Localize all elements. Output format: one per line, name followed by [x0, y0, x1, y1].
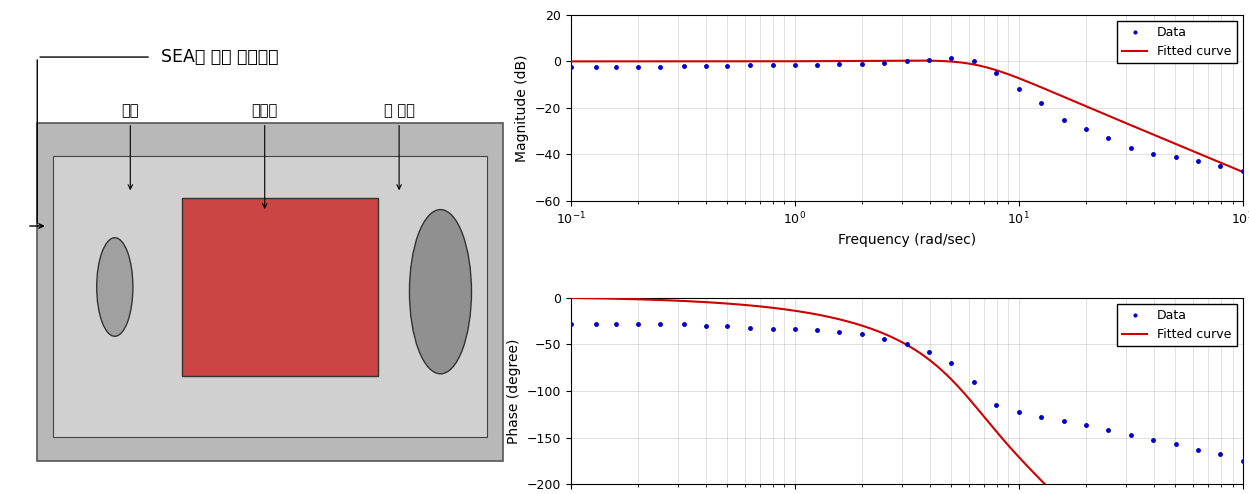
Data — [677, 63, 692, 69]
Text: 스프링: 스프링 — [251, 103, 277, 118]
Data — [1078, 126, 1093, 132]
Data — [967, 58, 982, 64]
Data — [563, 64, 578, 70]
Data — [1235, 458, 1249, 464]
Data — [832, 329, 847, 335]
Bar — [37, 123, 502, 460]
Data — [563, 321, 578, 327]
Data — [677, 321, 692, 327]
Bar — [52, 156, 487, 437]
Data — [899, 341, 914, 347]
Data — [1012, 410, 1027, 415]
Bar — [182, 198, 378, 376]
Data — [719, 63, 734, 69]
Line: Fitted curve: Fitted curve — [571, 298, 1243, 494]
Ellipse shape — [96, 238, 132, 336]
Data — [1145, 152, 1160, 158]
Data — [1012, 86, 1027, 92]
Data — [631, 64, 646, 70]
Fitted curve — [891, 337, 906, 343]
Fitted curve — [1235, 169, 1249, 175]
Data — [989, 70, 1004, 76]
Data — [1190, 447, 1205, 453]
Data — [989, 402, 1004, 408]
Data — [832, 61, 847, 67]
Data — [1034, 100, 1049, 106]
Data — [742, 325, 757, 330]
Data — [698, 323, 713, 329]
Data — [742, 62, 757, 68]
Data — [766, 326, 781, 331]
Fitted curve — [1215, 161, 1230, 167]
Fitted curve — [563, 295, 578, 301]
Fitted curve — [872, 58, 887, 64]
Line: Fitted curve: Fitted curve — [571, 61, 1243, 172]
Data — [922, 349, 937, 355]
Fitted curve — [1217, 161, 1232, 167]
Y-axis label: Phase (degree): Phase (degree) — [507, 338, 521, 444]
Fitted curve — [872, 329, 887, 335]
Data — [1057, 117, 1072, 123]
Line: Data: Data — [567, 54, 1247, 174]
Legend: Data, Fitted curve: Data, Fitted curve — [1117, 304, 1237, 346]
Data — [944, 55, 959, 61]
Line: Data: Data — [567, 321, 1247, 464]
Data — [1057, 418, 1072, 424]
Data — [1168, 154, 1183, 160]
Data — [1100, 135, 1115, 141]
Data — [944, 360, 959, 366]
X-axis label: Frequency (rad/sec): Frequency (rad/sec) — [838, 233, 975, 247]
Data — [610, 321, 624, 327]
Data — [809, 62, 824, 68]
Data — [1123, 145, 1138, 151]
Data — [809, 328, 824, 333]
Legend: Data, Fitted curve: Data, Fitted curve — [1117, 21, 1237, 63]
Data — [698, 63, 713, 69]
Data — [719, 323, 734, 329]
Data — [588, 321, 603, 327]
Data — [1168, 441, 1183, 447]
Text: 모터: 모터 — [121, 103, 139, 118]
Y-axis label: Magnitude (dB): Magnitude (dB) — [515, 54, 530, 162]
Data — [877, 336, 892, 342]
Data — [1123, 432, 1138, 438]
Data — [787, 326, 802, 331]
Data — [1213, 163, 1228, 169]
Data — [877, 60, 892, 66]
Data — [652, 321, 667, 327]
Fitted curve — [1093, 109, 1108, 115]
Data — [610, 64, 624, 70]
Data — [766, 62, 781, 68]
Data — [922, 57, 937, 63]
Data — [854, 61, 869, 67]
Fitted curve — [891, 58, 906, 64]
Data — [588, 64, 603, 70]
Fitted curve — [563, 58, 578, 64]
Fitted curve — [597, 58, 612, 64]
Data — [652, 64, 667, 70]
Data — [1235, 168, 1249, 174]
Text: SEA의 모터 드라이버: SEA의 모터 드라이버 — [161, 48, 279, 66]
Data — [1145, 437, 1160, 443]
Data — [787, 62, 802, 68]
Fitted curve — [597, 295, 612, 301]
Fitted curve — [908, 58, 923, 64]
Text: 힘 센서: 힘 센서 — [383, 103, 415, 118]
Data — [899, 58, 914, 64]
Data — [1034, 414, 1049, 420]
Data — [1190, 159, 1205, 165]
Data — [631, 321, 646, 327]
Data — [1213, 452, 1228, 457]
Data — [1078, 422, 1093, 428]
Ellipse shape — [410, 209, 471, 374]
Data — [1100, 427, 1115, 433]
Data — [854, 331, 869, 337]
Data — [967, 379, 982, 385]
